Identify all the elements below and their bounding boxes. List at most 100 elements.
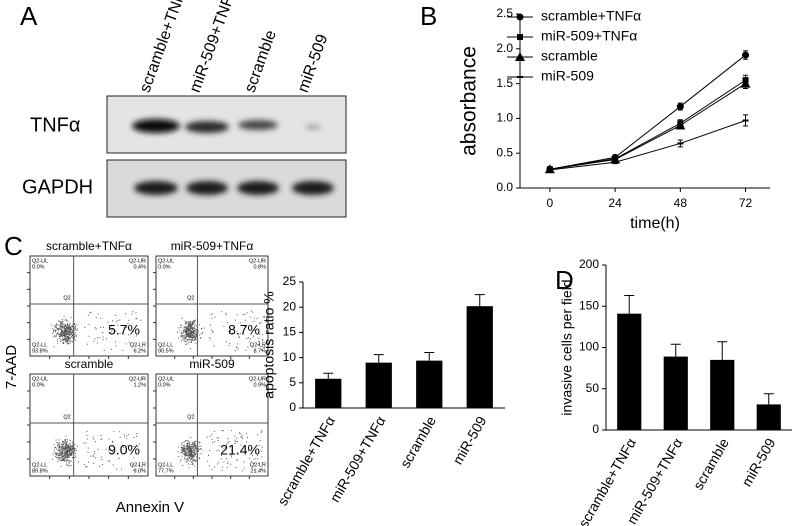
bar bbox=[710, 359, 735, 430]
flow-title: miR-509 bbox=[189, 357, 235, 371]
quadrant-name: Q2-LL bbox=[158, 462, 173, 468]
panel-label: A bbox=[20, 1, 38, 31]
y-tick-label: 50 bbox=[586, 381, 600, 395]
quadrant-value: 6.2% bbox=[133, 348, 146, 354]
quadrant-name: Q2-UL bbox=[158, 258, 174, 264]
y-tick-label: 100 bbox=[579, 340, 599, 354]
y-axis-label: apoptosis ratio % bbox=[261, 291, 277, 398]
legend-label: miR-509 bbox=[541, 68, 594, 84]
x-tick-label: 48 bbox=[674, 196, 688, 210]
bar bbox=[365, 362, 392, 408]
panel-label: B bbox=[420, 1, 437, 31]
quadrant-name: Q2-UR bbox=[249, 258, 266, 264]
apoptosis-percent: 8.7% bbox=[228, 322, 260, 338]
lane-label: scramble bbox=[242, 28, 280, 95]
quadrant-value: 0.9% bbox=[253, 382, 266, 388]
quadrant-value: 0.0% bbox=[32, 264, 45, 270]
x-tick-label: scramble bbox=[690, 435, 732, 492]
panel-label: C bbox=[4, 231, 23, 261]
error-bar bbox=[624, 295, 635, 314]
x-tick-label: miR-509+TNFα bbox=[327, 413, 389, 504]
series-line bbox=[549, 120, 746, 171]
y-tick-label: 5 bbox=[289, 375, 296, 389]
error-bar bbox=[763, 393, 774, 405]
quadrant-value: 89.8% bbox=[32, 468, 48, 474]
bar bbox=[756, 404, 781, 430]
y-tick-label: 10 bbox=[283, 350, 297, 364]
error-bar bbox=[670, 343, 681, 357]
y-tick-label: 150 bbox=[579, 298, 599, 312]
error-bar bbox=[424, 352, 435, 361]
data-point bbox=[675, 120, 686, 130]
quadrant-name: Q2-UL bbox=[158, 376, 174, 382]
gate-label: Q2 bbox=[187, 414, 194, 420]
error-bar bbox=[373, 354, 384, 363]
flow-tick-marks bbox=[27, 390, 129, 479]
blot-bands bbox=[132, 119, 334, 195]
quadrant-name: Q2-UR bbox=[129, 258, 146, 264]
y-tick-label: 2.0 bbox=[496, 41, 513, 55]
legend-marker bbox=[515, 52, 525, 61]
x-tick-label: 24 bbox=[608, 196, 622, 210]
x-tick-label: miR-509 bbox=[449, 413, 489, 467]
series-line bbox=[549, 54, 746, 170]
quadrant-name: Q2-LR bbox=[250, 342, 266, 348]
quadrant-value: 77.7% bbox=[158, 468, 174, 474]
legend-marker bbox=[516, 13, 524, 21]
quadrant-name: Q2-UR bbox=[249, 376, 266, 382]
quadrant-value: 93.8% bbox=[32, 348, 48, 354]
y-tick-label: 200 bbox=[579, 257, 599, 271]
flow-frame bbox=[155, 255, 269, 357]
quadrant-value: 0.0% bbox=[158, 264, 171, 270]
legend-marker bbox=[517, 34, 523, 40]
quadrant-value: 0.4% bbox=[133, 264, 146, 270]
quadrant-value: 0.0% bbox=[32, 382, 45, 388]
quadrant-value: 1.2% bbox=[133, 382, 146, 388]
quadrant-value: 0.0% bbox=[158, 382, 171, 388]
quadrant-value: 8.7% bbox=[253, 348, 266, 354]
x-tick-label: 0 bbox=[547, 196, 554, 210]
flow-tick-marks bbox=[153, 390, 250, 479]
flow-tick-marks bbox=[153, 272, 250, 359]
x-tick-label: 72 bbox=[739, 196, 753, 210]
quadrant-name: Q2-LL bbox=[32, 462, 47, 468]
flow-plots: scramble+TNFαQ2-UL0.0%Q2-UR0.4%Q2-LL93.8… bbox=[27, 239, 269, 479]
y-tick-label: 0 bbox=[289, 400, 296, 414]
quadrant-name: Q2-LL bbox=[158, 342, 173, 348]
error-bar bbox=[474, 294, 485, 307]
bar bbox=[416, 360, 443, 408]
quadrant-name: Q2-UL bbox=[32, 258, 48, 264]
scatter-cloud bbox=[177, 429, 263, 472]
bar bbox=[466, 306, 493, 408]
y-tick-label: 0.5 bbox=[496, 145, 513, 159]
data-point bbox=[742, 51, 750, 59]
y-tick-label: 1.0 bbox=[496, 111, 513, 125]
y-tick-label: 15 bbox=[283, 325, 297, 339]
apoptosis-percent: 21.4% bbox=[220, 442, 260, 458]
x-tick-label: miR-509 bbox=[738, 435, 778, 489]
row-label: TNFα bbox=[30, 114, 80, 136]
series-line bbox=[549, 79, 746, 170]
y-tick-label: 1.5 bbox=[496, 76, 513, 90]
legend-label: miR-509+TNFα bbox=[541, 28, 637, 44]
scatter-cloud bbox=[51, 430, 143, 471]
flow-title: miR-509+TNFα bbox=[171, 239, 254, 253]
quadrant-name: Q2-UL bbox=[32, 376, 48, 382]
apoptosis-percent: 5.7% bbox=[108, 322, 140, 338]
flow-frame bbox=[29, 373, 149, 477]
quadrant-value: 90.5% bbox=[158, 348, 174, 354]
y-tick-label: 25 bbox=[283, 274, 297, 288]
flow-frame bbox=[155, 373, 269, 477]
legend-label: scramble+TNFα bbox=[541, 8, 641, 24]
gate-label: Q2 bbox=[187, 295, 194, 301]
lane-label: miR-509+TNFα bbox=[187, 0, 241, 95]
row-label: GAPDH bbox=[22, 176, 93, 198]
quadrant-value: 9.0% bbox=[133, 468, 146, 474]
x-tick-label: scramble bbox=[397, 413, 439, 470]
lane-label: scramble+TNFα bbox=[137, 0, 192, 95]
lane-label: miR-509 bbox=[295, 32, 332, 95]
series-line bbox=[549, 83, 746, 170]
western-blot: scramble+TNFα miR-509+TNFα scramble miR-… bbox=[22, 0, 347, 218]
legend-label: scramble bbox=[541, 48, 598, 64]
